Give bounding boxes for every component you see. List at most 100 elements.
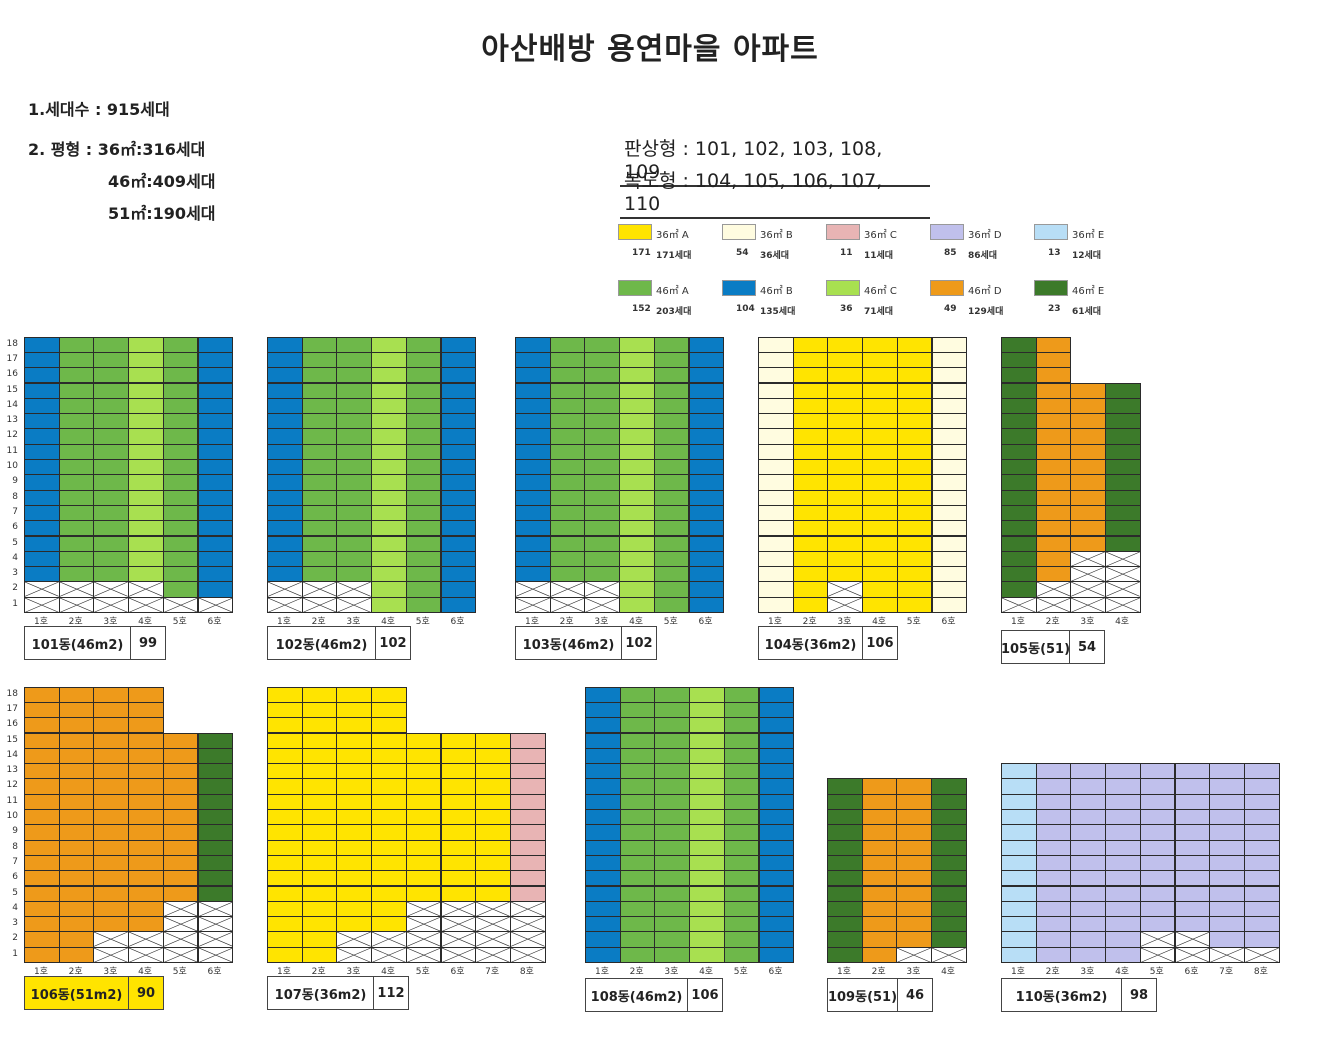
- empty-unit-cell: [509, 900, 546, 918]
- unit-label: 3호: [906, 967, 921, 977]
- unit-cell: [619, 717, 656, 734]
- unit-cell: [58, 428, 95, 445]
- unit-cell: [1035, 839, 1072, 856]
- empty-unit-cell: [1174, 946, 1211, 963]
- unit-cell: [689, 732, 725, 749]
- legend-swatch: [930, 280, 964, 296]
- floor-label: 3: [12, 568, 18, 579]
- unit-label: 2호: [1045, 617, 1060, 627]
- unit-label: 1호: [33, 617, 48, 627]
- unit-cell: [827, 367, 864, 384]
- unit-cell: [128, 566, 164, 583]
- unit-cell: [509, 839, 546, 856]
- unit-cell: [1209, 870, 1245, 887]
- unit-cell: [336, 870, 373, 887]
- floor-label: 17: [6, 353, 18, 364]
- unit-cell: [128, 763, 164, 780]
- unit-cell: [1070, 520, 1107, 537]
- unit-cell: [896, 596, 933, 613]
- unit-cell: [1001, 793, 1037, 810]
- unit-cell: [371, 397, 407, 415]
- unit-cell: [653, 566, 690, 583]
- unit-cell: [197, 397, 234, 415]
- unit-cell: [688, 550, 725, 568]
- unit-cell: [619, 443, 655, 460]
- unit-cell: [336, 839, 373, 856]
- empty-unit-cell: [584, 596, 621, 613]
- unit-cell: [24, 854, 60, 872]
- unit-cell: [1035, 566, 1072, 583]
- unit-cell: [1070, 535, 1107, 552]
- unit-cell: [619, 701, 656, 719]
- unit-cell: [301, 717, 338, 734]
- unit-label: 3호: [103, 967, 118, 977]
- unit-cell: [584, 504, 621, 522]
- unit-cell: [1035, 793, 1072, 810]
- unit-cell: [1001, 367, 1037, 384]
- unit-cell: [58, 793, 95, 810]
- unit-cell: [1209, 778, 1245, 795]
- unit-cell: [1174, 763, 1211, 780]
- unit-cell: [549, 443, 586, 460]
- unit-cell: [584, 336, 621, 353]
- legend-swatch: [722, 280, 756, 296]
- unit-label: 3호: [103, 617, 118, 627]
- unit-cell: [128, 747, 164, 765]
- unit-cell: [758, 778, 795, 795]
- unit-cell: [162, 489, 199, 506]
- size-46-count: 46㎡:409세대: [108, 172, 216, 191]
- floor-label: 6: [12, 522, 18, 533]
- building-count: 99: [138, 635, 158, 651]
- empty-unit-cell: [509, 916, 546, 933]
- unit-cell: [584, 489, 621, 506]
- unit-cell: [301, 778, 338, 795]
- unit-cell: [1070, 763, 1107, 780]
- unit-cell: [862, 520, 898, 537]
- unit-cell: [162, 382, 199, 399]
- legend-swatch: [618, 280, 652, 296]
- unit-cell: [1035, 520, 1072, 537]
- unit-cell: [301, 520, 338, 537]
- empty-unit-cell: [58, 596, 95, 613]
- unit-cell: [58, 778, 95, 795]
- empty-unit-cell: [931, 946, 967, 963]
- unit-cell: [515, 397, 551, 415]
- unit-cell: [861, 793, 898, 810]
- unit-cell: [1035, 443, 1072, 460]
- unit-cell: [509, 763, 546, 780]
- unit-cell: [827, 443, 864, 460]
- unit-cell: [827, 793, 863, 810]
- empty-unit-cell: [1139, 931, 1176, 948]
- unit-cell: [405, 839, 442, 856]
- unit-cell: [162, 870, 199, 887]
- empty-unit-cell: [197, 916, 234, 933]
- unit-cell: [758, 854, 795, 872]
- unit-cell: [1139, 809, 1176, 826]
- unit-cell: [1035, 931, 1072, 948]
- unit-cell: [197, 535, 234, 552]
- unit-cell: [93, 793, 130, 810]
- empty-unit-cell: [1105, 566, 1141, 583]
- unit-cell: [653, 474, 690, 491]
- unit-cell: [896, 413, 933, 430]
- unit-cell: [197, 520, 234, 537]
- unit-cell: [162, 504, 199, 522]
- unit-cell: [931, 885, 967, 902]
- unit-cell: [58, 809, 95, 826]
- unit-cell: [440, 732, 477, 749]
- unit-cell: [619, 763, 656, 780]
- unit-cell: [301, 900, 338, 918]
- unit-cell: [267, 566, 303, 583]
- unit-cell: [792, 474, 829, 491]
- floor-label: 8: [12, 841, 18, 852]
- unit-cell: [653, 336, 690, 353]
- unit-cell: [267, 854, 303, 872]
- unit-cell: [440, 382, 477, 399]
- building-label: 102동(46m2) 102: [267, 626, 411, 660]
- unit-cell: [267, 900, 303, 918]
- unit-label: 6호: [450, 617, 465, 627]
- unit-cell: [405, 885, 442, 902]
- unit-cell: [585, 717, 621, 734]
- unit-label: 1호: [276, 967, 291, 977]
- unit-cell: [1243, 885, 1280, 902]
